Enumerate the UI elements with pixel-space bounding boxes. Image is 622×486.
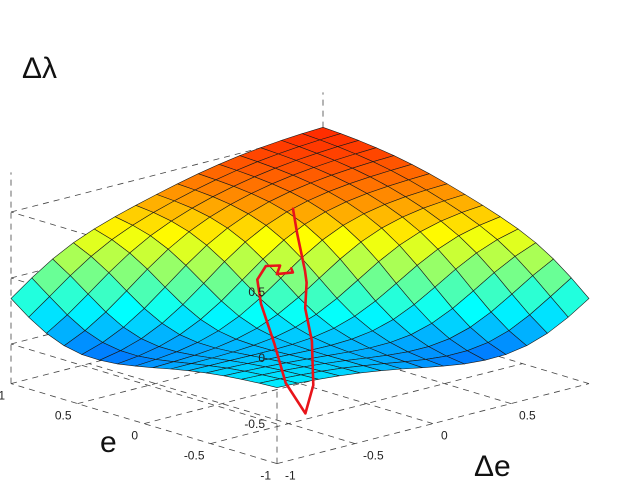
y-axis-label: e bbox=[100, 426, 117, 459]
grid-line-z bbox=[10, 343, 278, 425]
z-tick-label: 0.5 bbox=[248, 285, 265, 299]
x-tick-label: 0 bbox=[441, 429, 448, 443]
z-axis-label: Δλ bbox=[22, 52, 57, 85]
grid-line-floor bbox=[10, 383, 278, 464]
y-tick-label: -0.5 bbox=[184, 449, 205, 463]
grid-line-floor bbox=[210, 363, 523, 444]
trajectory-layer bbox=[255, 207, 315, 415]
grid-line-floor bbox=[276, 383, 590, 464]
y-tick-label: 0 bbox=[131, 429, 138, 443]
trajectory-line bbox=[255, 207, 315, 415]
x-axis-label: Δe bbox=[474, 450, 511, 483]
y-tick-label: -1 bbox=[260, 469, 271, 483]
y-tick-label: 0.5 bbox=[55, 409, 72, 423]
tick-labels: -0.5 0 0.5 -1 -0.5 0 0.5 1 -1 -0.5 0 0.5 bbox=[0, 285, 536, 483]
x-tick-label: -0.5 bbox=[363, 449, 384, 463]
surface-mesh bbox=[10, 126, 590, 388]
x-tick-label: -1 bbox=[285, 469, 296, 483]
z-tick-label: -0.5 bbox=[244, 417, 265, 431]
x-tick-label: 0.5 bbox=[519, 409, 536, 423]
grid-line-floor bbox=[88, 363, 356, 444]
y-tick-label: 1 bbox=[0, 389, 5, 403]
z-tick-label: 0 bbox=[258, 351, 265, 365]
surface-patch bbox=[259, 378, 298, 388]
